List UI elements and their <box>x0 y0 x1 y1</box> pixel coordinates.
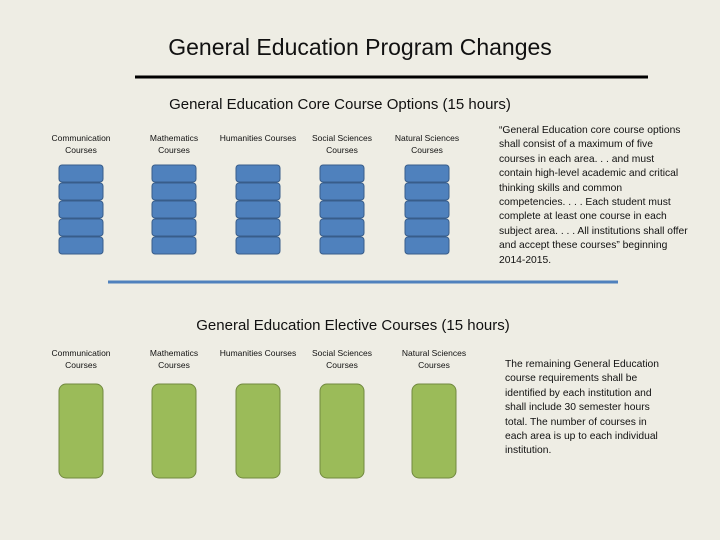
course-box <box>58 164 104 183</box>
course-box <box>319 164 365 183</box>
elective-box <box>411 383 457 479</box>
course-box <box>404 236 450 255</box>
elective-note: The remaining General Education course r… <box>505 359 659 457</box>
course-box <box>235 164 281 183</box>
column-label: Humanities Courses <box>219 348 297 358</box>
course-box <box>58 200 104 219</box>
course-box <box>235 218 281 237</box>
course-box <box>58 218 104 237</box>
elective-box <box>319 383 365 479</box>
core-note: “General Education core course options s… <box>499 125 688 266</box>
column-label: Mathematics Courses <box>149 133 199 155</box>
course-box <box>151 164 197 183</box>
course-box <box>404 200 450 219</box>
course-box <box>404 218 450 237</box>
course-box <box>404 164 450 183</box>
column-label: Social Sciences Courses <box>311 133 372 155</box>
elective-box <box>151 383 197 479</box>
course-box <box>235 200 281 219</box>
column-label: Natural Sciences Courses <box>401 348 467 370</box>
column-label: Communication Courses <box>51 133 111 155</box>
slide-title: General Education Program Changes <box>168 34 552 60</box>
course-box <box>58 236 104 255</box>
course-box <box>404 182 450 201</box>
course-box <box>151 236 197 255</box>
course-box <box>319 218 365 237</box>
column-label: Mathematics Courses <box>149 348 199 370</box>
core-title: General Education Core Course Options (1… <box>169 96 511 113</box>
course-box <box>58 182 104 201</box>
course-box <box>151 182 197 201</box>
column-label: Humanities Courses <box>219 133 297 143</box>
course-box <box>319 182 365 201</box>
elective-title: General Education Elective Courses (15 h… <box>196 317 510 334</box>
course-box <box>319 236 365 255</box>
column-label: Social Sciences Courses <box>311 348 372 370</box>
course-box <box>151 218 197 237</box>
core-stacks <box>58 164 450 255</box>
course-box <box>151 200 197 219</box>
elective-box <box>235 383 281 479</box>
course-box <box>235 236 281 255</box>
elective-box <box>58 383 104 479</box>
elective-boxes <box>58 383 457 479</box>
course-box <box>319 200 365 219</box>
column-label: Communication Courses <box>51 348 111 370</box>
course-box <box>235 182 281 201</box>
column-label: Natural Sciences Courses <box>394 133 460 155</box>
